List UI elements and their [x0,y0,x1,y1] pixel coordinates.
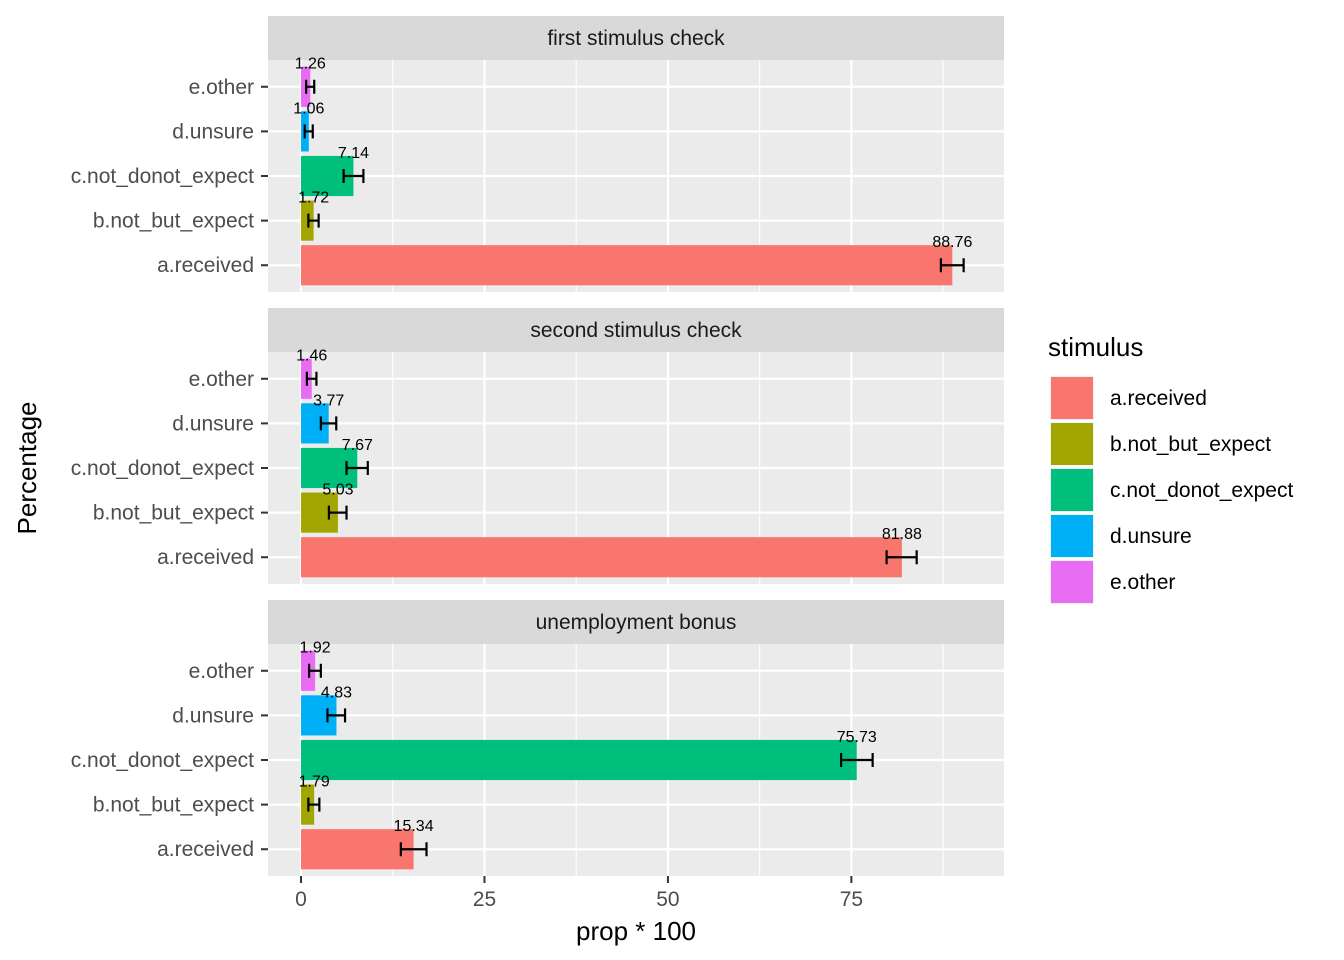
facet-title: second stimulus check [530,319,742,342]
legend-label: e.other [1110,571,1175,594]
legend-swatch [1051,561,1093,603]
y-tick-label: c.not_donot_expect [71,165,254,188]
legend-label: d.unsure [1110,525,1192,548]
data-label: 7.67 [342,437,373,454]
legend-item: b.not_but_expect [1050,422,1271,466]
y-tick-label: c.not_donot_expect [71,457,254,480]
error-bar [305,371,318,386]
bar [301,245,953,286]
data-label: 1.92 [300,640,331,657]
error-bar [345,461,369,475]
y-tick-label: b.not_but_expect [93,794,254,817]
data-label: 88.76 [932,234,972,251]
facet-strip [268,308,1004,352]
legend-item: a.received [1050,376,1207,420]
error-bar [839,753,874,767]
y-tick-label: a.received [157,546,254,569]
data-label: 1.46 [296,348,327,365]
facet-title: unemployment bonus [536,611,737,634]
error-bar [399,842,428,857]
facet-strip [268,16,1004,60]
data-label: 1.26 [295,56,326,73]
legend-swatch [1051,469,1093,511]
bar [301,739,857,781]
legend-item: d.unsure [1050,514,1192,558]
error-bar [305,79,316,94]
x-axis: 0 25 50 75 [295,876,863,911]
data-label: 1.06 [293,100,324,117]
error-bar [307,797,321,812]
y-tick-label: a.received [157,254,254,277]
y-tick-label: d.unsure [172,704,254,727]
facet-panel: second stimulus check e.other d.unsure c.no… [71,308,1004,584]
facet-strip [268,600,1004,644]
legend-title: stimulus [1048,332,1143,362]
error-bar [307,213,320,228]
error-bar [326,708,347,723]
bar [301,829,414,870]
legend-swatch [1051,515,1093,557]
data-label: 15.34 [394,818,434,835]
error-bar [319,416,338,431]
y-tick-label: d.unsure [172,120,254,143]
data-label: 75.73 [837,729,877,746]
data-label: 4.83 [321,684,352,701]
y-tick-label: d.unsure [172,412,254,435]
error-bar [303,124,314,139]
error-bar [307,663,322,678]
legend-label: b.not_but_expect [1110,433,1271,456]
y-tick-label: e.other [189,660,254,683]
error-bar [327,505,348,520]
legend-label: c.not_donot_expect [1110,479,1293,502]
y-tick-label: a.received [157,838,254,861]
legend-swatch [1051,377,1093,419]
x-tick-label: 0 [295,888,307,911]
facet-title: first stimulus check [547,27,725,50]
y-axis-title: Percentage [12,402,42,535]
panels: first stimulus check e.other d.unsure c.not… [71,16,1004,876]
y-tick-label: e.other [189,368,254,391]
y-tick-label: b.not_but_expect [93,210,254,233]
x-tick-label: 25 [473,888,496,911]
y-tick-label: e.other [189,76,254,99]
legend-item: c.not_donot_expect [1050,468,1293,512]
facet-panel: first stimulus check e.other d.unsure c.not… [71,16,1004,292]
legend-swatch [1051,423,1093,465]
data-label: 5.03 [322,482,353,499]
error-bar [342,169,365,183]
facet-panel: unemployment bonus e.other d.unsure c.not_d… [71,600,1004,876]
bar [301,537,902,578]
x-tick-label: 75 [840,888,863,911]
data-label: 3.77 [313,392,344,409]
legend-label: a.received [1110,387,1207,410]
error-bar [939,258,965,273]
data-label: 1.72 [298,190,329,207]
legend-item: e.other [1050,560,1175,604]
legend: stimulus a.received b.not_but_expect c.not… [1048,332,1293,604]
x-axis-title: prop * 100 [576,916,696,946]
data-label: 1.79 [299,774,330,791]
y-tick-label: c.not_donot_expect [71,749,254,772]
x-tick-label: 50 [656,888,679,911]
error-bar [885,550,918,565]
data-label: 81.88 [882,526,922,543]
y-tick-label: b.not_but_expect [93,502,254,525]
data-label: 7.14 [338,145,369,162]
